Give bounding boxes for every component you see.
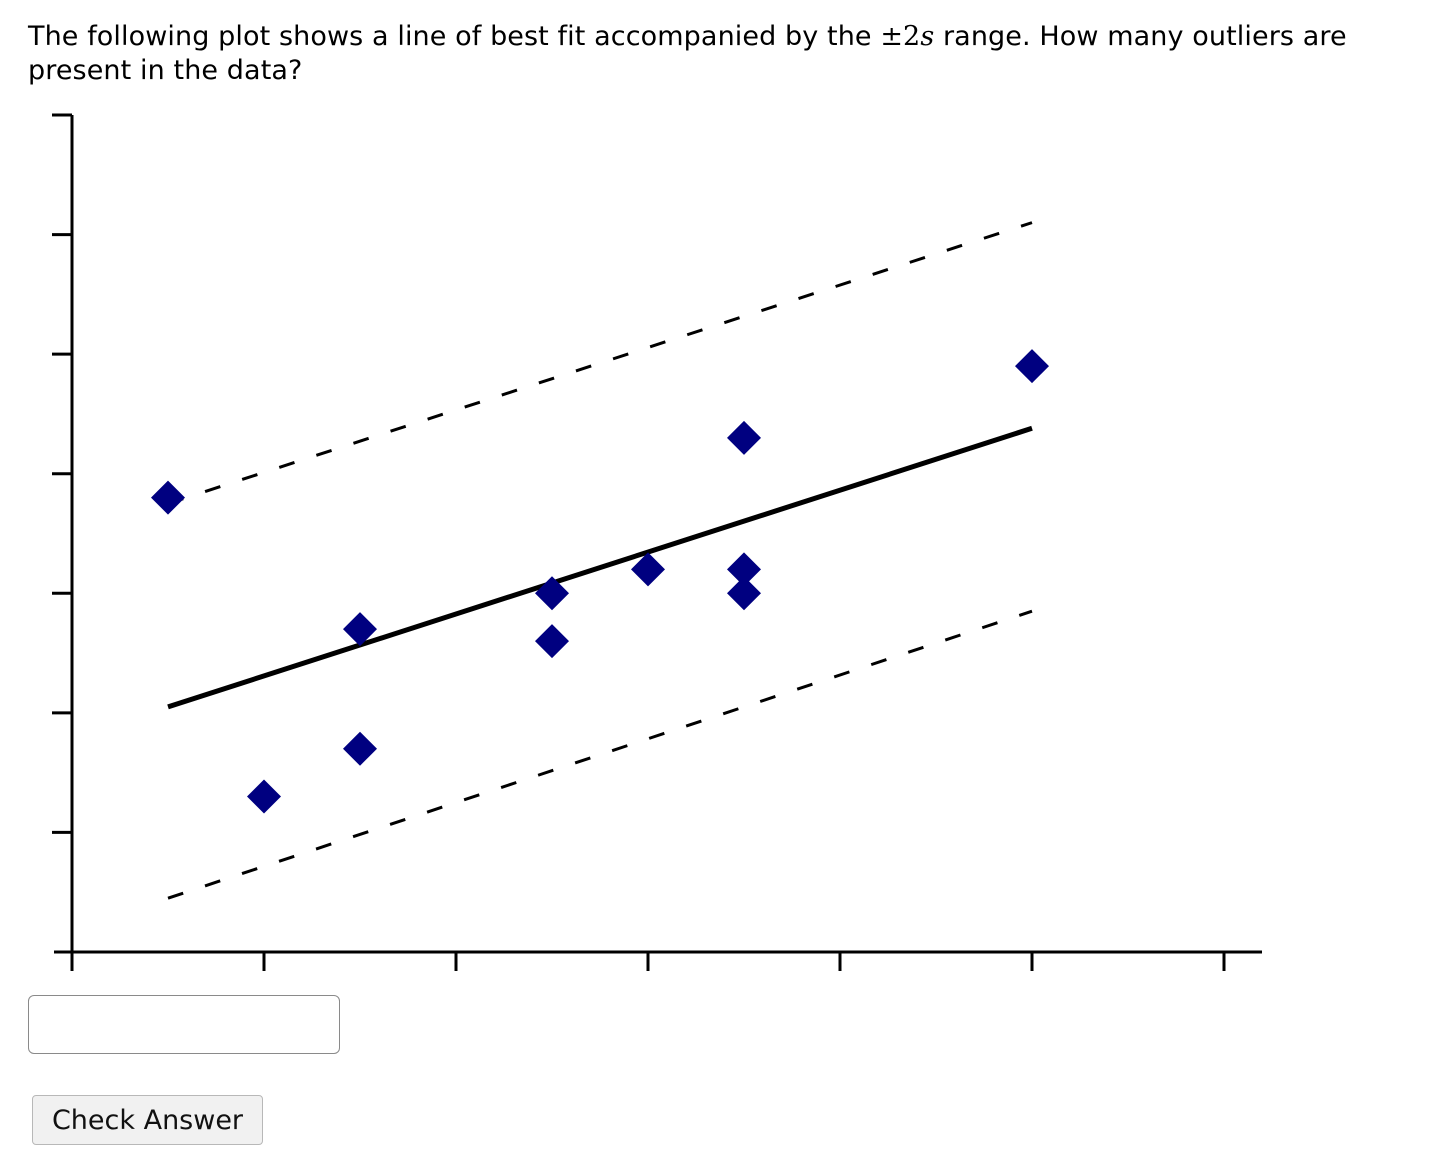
lower-2s-band-line xyxy=(167,609,1033,900)
data-point-6 xyxy=(535,624,569,659)
answer-input[interactable] xyxy=(28,995,340,1054)
question-text-before: The following plot shows a line of best … xyxy=(28,21,881,52)
best-fit-line xyxy=(167,425,1033,710)
question-text: The following plot shows a line of best … xyxy=(28,20,1418,88)
two-s-bands xyxy=(167,221,1033,900)
data-point-7 xyxy=(631,552,665,587)
check-answer-button[interactable]: Check Answer xyxy=(32,1095,263,1145)
question-text-after: range. How many outliers are present in … xyxy=(28,21,1347,86)
axes xyxy=(52,113,1262,971)
math-pm-two: ±2 xyxy=(880,21,921,52)
data-point-3 xyxy=(343,612,377,647)
data-point-1 xyxy=(151,480,185,515)
data-point-10 xyxy=(727,576,761,611)
data-point-5 xyxy=(535,576,569,611)
data-point-8 xyxy=(727,420,761,455)
scatter-plot xyxy=(52,113,1262,971)
data-point-11 xyxy=(1015,349,1049,384)
math-var-s: s xyxy=(920,21,935,52)
plus-minus-two-s: ±2s xyxy=(880,21,934,52)
data-point-9 xyxy=(727,552,761,587)
data-points xyxy=(151,349,1049,814)
data-point-2 xyxy=(247,779,281,814)
best-fit-line-group xyxy=(167,425,1033,710)
data-point-4 xyxy=(343,731,377,766)
upper-2s-band-line xyxy=(167,221,1033,506)
